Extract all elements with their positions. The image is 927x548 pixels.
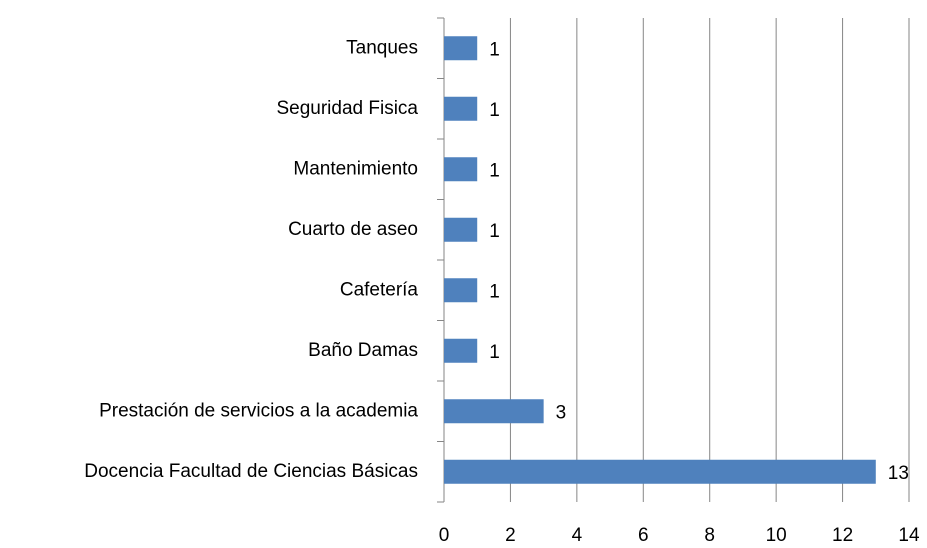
y-tick-label: Baño Damas [308,340,418,361]
bar [444,96,478,121]
bar [444,157,478,182]
y-tick-label: Seguridad Fisica [276,98,418,119]
x-tick-label: 2 [505,525,516,546]
x-tick-label: 0 [439,525,450,546]
y-tick-label: Cuarto de aseo [288,219,418,240]
y-tick-label: Tanques [346,37,418,58]
bar [444,36,478,61]
x-tick-label: 14 [898,525,920,546]
y-tick-label: Cafetería [340,279,419,300]
bar [444,338,478,363]
data-label: 3 [556,402,567,423]
data-label: 1 [489,342,500,363]
data-label: 1 [489,221,500,242]
x-tick-label: 8 [704,525,715,546]
data-label: 1 [489,39,500,60]
bar [444,399,544,424]
y-tick-label: Mantenimiento [293,158,418,179]
x-tick-label: 4 [572,525,583,546]
data-label: 1 [489,160,500,181]
data-label: 1 [489,281,500,302]
bar [444,459,876,484]
y-tick-label: Docencia Facultad de Ciencias Básicas [84,461,418,482]
y-tick-label: Prestación de servicios a la academia [99,400,418,421]
data-label: 13 [888,463,909,484]
bar [444,278,478,303]
x-tick-label: 6 [638,525,649,546]
data-label: 1 [489,100,500,121]
x-tick-label: 12 [832,525,853,546]
x-tick-label: 10 [766,525,787,546]
bar [444,217,478,242]
